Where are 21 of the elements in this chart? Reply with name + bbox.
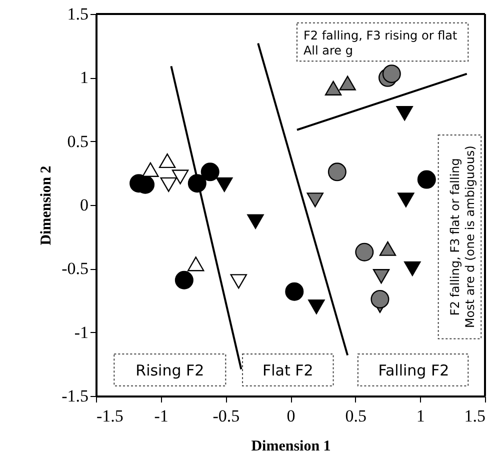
- y-axis-title: Dimension 2: [38, 166, 55, 246]
- x-tick-label: 0: [286, 406, 296, 426]
- y-tick-label: 0: [80, 196, 88, 214]
- y-tick-label: 1.5: [67, 4, 88, 24]
- y-tick-label: -1.5: [62, 386, 88, 406]
- annotation: F2 falling, F3 rising or flat All are g: [303, 28, 458, 58]
- annotation: Flat F2: [262, 362, 314, 380]
- x-tick-label: 1.5: [464, 406, 486, 426]
- x-tick-label: -1: [154, 406, 168, 426]
- annotation: F2 falling, F3 flat or falling Most are d (one is ambiguous): [448, 146, 478, 328]
- x-tick-label: -1.5: [96, 406, 124, 426]
- x-tick-label: 0.5: [345, 406, 366, 426]
- x-tick-label: 1: [416, 406, 425, 426]
- y-tick-label: 0.5: [67, 132, 88, 151]
- y-tick-label: -0.5: [62, 259, 88, 278]
- annotation: Rising F2: [136, 362, 204, 380]
- y-tick-label: -1: [74, 322, 88, 342]
- x-axis-title: Dimension 1: [251, 438, 331, 454]
- y-tick-label: 1: [80, 68, 88, 88]
- x-tick-label: -0.5: [212, 406, 240, 426]
- annotation: Falling F2: [378, 362, 450, 380]
